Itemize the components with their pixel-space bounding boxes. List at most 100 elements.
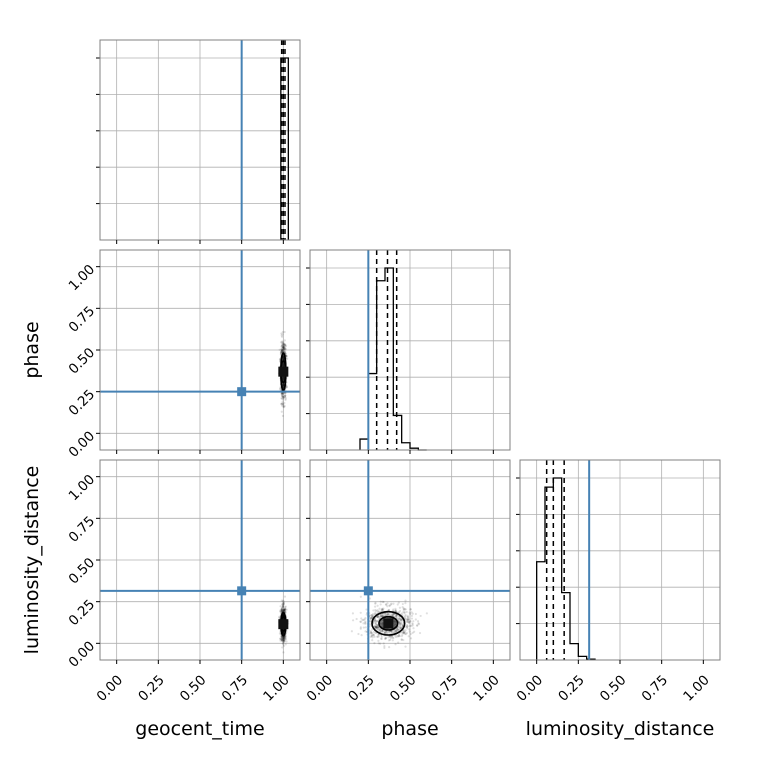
- sample-point: [281, 343, 285, 347]
- sample-point: [359, 620, 363, 623]
- panel-luminosity_distance-luminosity_distance: 0.00 0.25 0.50 0.75 1.00: [514, 459, 721, 705]
- sample-point: [370, 631, 373, 635]
- sample-point: [396, 617, 399, 620]
- sample-point: [402, 607, 405, 610]
- sample-point: [282, 405, 286, 409]
- sample-point: [281, 400, 284, 403]
- sample-point: [282, 356, 285, 360]
- sample-point: [279, 351, 283, 355]
- sample-point: [281, 639, 284, 642]
- sample-point: [369, 617, 372, 620]
- sample-point: [406, 616, 410, 619]
- sample-point: [286, 357, 289, 360]
- sample-point: [278, 615, 281, 618]
- y-tick-label: 0.75: [66, 303, 99, 336]
- sample-point: [402, 607, 406, 610]
- sample-point: [282, 636, 285, 639]
- sample-point: [281, 349, 284, 352]
- sample-point: [281, 346, 285, 350]
- x-tick-label: 0.50: [177, 672, 210, 705]
- sample-point: [281, 414, 284, 418]
- sample-point: [280, 350, 283, 353]
- sample-point: [283, 637, 286, 640]
- sample-point: [283, 609, 286, 612]
- sample-point: [412, 627, 415, 630]
- sample-point: [281, 604, 284, 608]
- sample-point: [282, 638, 285, 642]
- sample-point: [374, 626, 378, 629]
- sample-point: [374, 621, 377, 624]
- sample-point: [280, 402, 283, 406]
- sample-point: [377, 633, 380, 636]
- sample-point: [282, 614, 285, 617]
- sample-point: [283, 401, 286, 405]
- sample-point: [369, 631, 373, 634]
- sample-point: [411, 624, 414, 627]
- sample-point: [282, 403, 285, 406]
- sample-point: [417, 622, 420, 625]
- sample-point: [384, 637, 387, 641]
- sample-point: [398, 621, 401, 624]
- sample-point: [391, 614, 395, 617]
- sample-point: [362, 622, 365, 625]
- sample-point: [369, 620, 372, 623]
- sample-point: [406, 625, 409, 628]
- sample-point: [282, 641, 285, 645]
- sample-point: [378, 616, 381, 620]
- sample-point: [280, 349, 284, 352]
- sample-point: [399, 619, 403, 622]
- sample-point: [368, 623, 372, 626]
- sample-point: [378, 629, 382, 632]
- sample-point: [280, 599, 283, 602]
- sample-point: [281, 345, 284, 348]
- sample-point: [282, 346, 286, 350]
- sample-point: [284, 610, 287, 613]
- sample-point: [398, 635, 401, 638]
- sample-point: [362, 618, 365, 621]
- sample-point: [373, 613, 377, 616]
- sample-point: [389, 637, 392, 640]
- sample-point: [284, 397, 287, 400]
- sample-point: [357, 632, 360, 636]
- sample-point: [283, 606, 287, 609]
- sample-point: [280, 345, 283, 348]
- sample-point: [370, 614, 373, 617]
- y-tick-label: 0.50: [66, 345, 99, 378]
- sample-point: [406, 617, 409, 621]
- sample-point: [283, 347, 286, 350]
- sample-point: [385, 631, 388, 634]
- sample-point: [368, 597, 372, 600]
- sample-point: [379, 637, 383, 640]
- sample-point: [282, 392, 285, 395]
- sample-point: [377, 635, 380, 638]
- sample-point: [283, 347, 286, 351]
- sample-point: [282, 636, 286, 639]
- sample-point: [396, 634, 399, 638]
- sample-point: [281, 347, 285, 350]
- x-tick-label: 0.75: [219, 672, 252, 705]
- sample-point: [279, 639, 282, 642]
- sample-point: [281, 395, 285, 398]
- x-tick-label: 0.25: [135, 672, 168, 705]
- sample-point: [280, 638, 283, 641]
- sample-point: [373, 612, 377, 615]
- sample-point: [412, 620, 415, 623]
- sample-point: [385, 630, 388, 633]
- sample-point: [389, 630, 393, 633]
- sample-point: [376, 627, 379, 630]
- sample-point: [282, 383, 285, 387]
- sample-point: [392, 608, 395, 611]
- sample-point: [400, 612, 404, 615]
- sample-point: [281, 348, 284, 352]
- sample-point: [375, 620, 378, 623]
- sample-point: [280, 332, 283, 335]
- sample-point: [280, 638, 283, 641]
- sample-point: [394, 629, 397, 633]
- sample-point: [384, 637, 387, 640]
- sample-point: [351, 619, 355, 622]
- sample-point: [404, 601, 407, 605]
- sample-point: [408, 630, 411, 633]
- sample-point: [282, 609, 285, 613]
- sample-point: [371, 636, 374, 639]
- sample-point: [283, 610, 287, 613]
